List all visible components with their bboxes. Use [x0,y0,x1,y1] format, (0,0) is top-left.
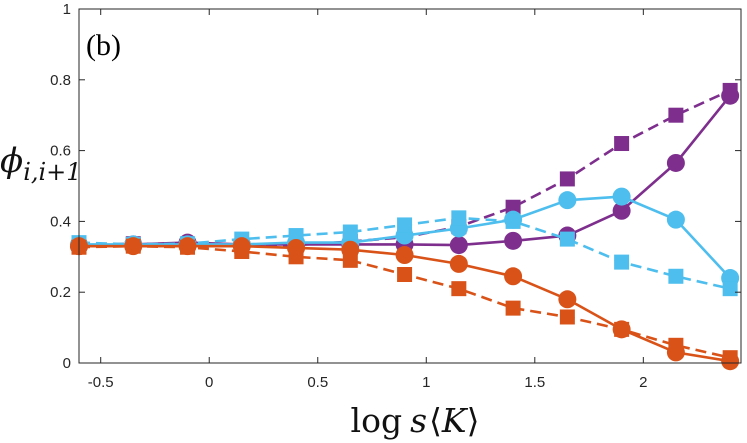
data-point [449,236,468,255]
data-point [612,187,631,206]
data-point [612,201,631,220]
x-tick-label: 1.5 [524,374,545,391]
data-point [559,309,575,325]
data-point [722,82,738,98]
x-tick-label: 0.5 [307,374,328,391]
plot-layer [70,82,740,371]
data-point [125,238,141,254]
series-orange-squares-dashed [71,238,738,366]
data-point [558,191,577,210]
data-point [559,231,575,247]
axes-layer: -0.5 0 0.5 1 1.5 2 0 0.2 0.4 0.6 0.8 1 [50,1,742,391]
y-tick-label: 0 [63,355,71,372]
y-tick-label: 0.4 [50,213,71,230]
x-tick-label: -0.5 [88,374,114,391]
data-point [504,231,523,250]
data-point [668,268,684,284]
data-point [614,136,630,152]
data-point [288,249,304,265]
data-point [614,254,630,270]
data-point [288,228,304,244]
x-tick-label: 1 [422,374,430,391]
data-point [342,252,358,268]
y-tick-label: 0.6 [50,143,71,160]
data-point [395,246,414,265]
data-point [505,213,521,229]
data-point [722,350,738,366]
y-tick-label: 0.2 [50,284,71,301]
x-axis-title: log s⟨K⟩ [351,401,480,440]
data-point [668,337,684,353]
x-tick-label: 0 [205,374,213,391]
panel-label: (b) [86,29,121,62]
data-point [451,210,467,226]
y-tick-label: 0.8 [50,72,71,89]
data-point [559,171,575,187]
axes-box [78,8,742,364]
data-point [505,300,521,316]
data-point [449,254,468,273]
data-point [397,217,413,233]
data-point [505,199,521,215]
data-point [234,243,250,259]
data-point [558,290,577,309]
data-point [722,281,738,297]
y-axis-title: ϕi,i+1 [0,141,82,186]
data-point [504,267,523,286]
data-point [397,267,413,282]
data-point [342,224,358,240]
y-tick-label: 1 [63,1,71,18]
data-point [666,153,685,172]
data-point [666,210,685,229]
data-point [451,281,467,297]
data-point [180,239,196,255]
data-point [614,321,630,337]
data-point [668,107,684,123]
x-tick-label: 2 [639,374,647,391]
